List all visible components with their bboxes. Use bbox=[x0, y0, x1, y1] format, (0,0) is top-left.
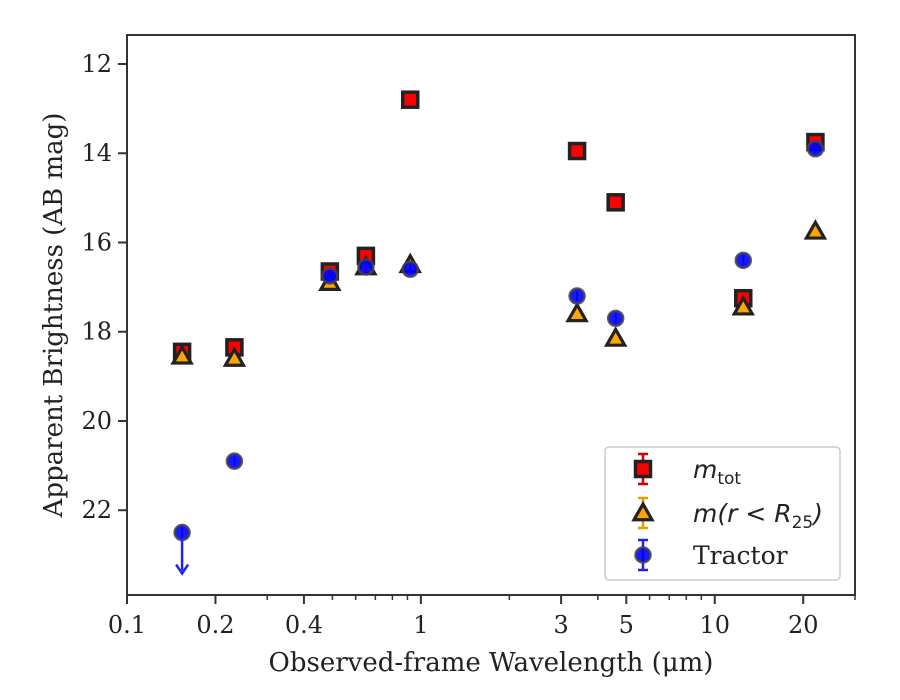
data-point bbox=[222, 346, 247, 367]
data-point bbox=[567, 141, 587, 161]
data-point bbox=[606, 193, 625, 212]
y-tick-label: 12 bbox=[81, 50, 112, 78]
legend-item-m-r25: m(r < R25) bbox=[631, 496, 823, 533]
x-tick-label: 5 bbox=[619, 611, 634, 639]
data-point bbox=[603, 326, 628, 347]
data-point bbox=[173, 523, 191, 542]
upper-limit-arrow-head bbox=[175, 563, 190, 576]
x-axis-label: Observed-frame Wavelength (μm) bbox=[269, 648, 714, 678]
x-tick-label: 20 bbox=[788, 611, 819, 639]
legend-label: m(r < R25) bbox=[693, 499, 823, 533]
legend-marker bbox=[633, 459, 653, 479]
data-point bbox=[401, 260, 419, 279]
data-point bbox=[568, 287, 586, 305]
series-tractor bbox=[173, 140, 825, 576]
legend-marker bbox=[631, 500, 655, 522]
x-tick-label: 3 bbox=[553, 611, 568, 639]
legend-item-tractor: Tractor bbox=[634, 538, 788, 572]
marks-layer bbox=[170, 90, 828, 576]
data-point bbox=[731, 294, 756, 316]
x-tick-label: 0.4 bbox=[285, 611, 323, 639]
plot-frame bbox=[126, 34, 856, 596]
data-point bbox=[565, 301, 589, 323]
legend-item-mtot: mtot bbox=[633, 452, 741, 489]
legend-label: Tractor bbox=[693, 541, 788, 570]
y-tick-label: 20 bbox=[81, 407, 112, 435]
x-tick-label: 0.2 bbox=[196, 611, 234, 639]
data-point bbox=[225, 452, 244, 470]
y-tick-label: 22 bbox=[81, 496, 112, 524]
y-tick-label: 14 bbox=[81, 139, 112, 167]
data-point bbox=[400, 90, 420, 109]
data-point bbox=[803, 219, 828, 240]
x-tick-label: 0.1 bbox=[108, 611, 146, 639]
data-point bbox=[806, 140, 825, 158]
legend-marker bbox=[634, 546, 652, 564]
labels-layer: Observed-frame Wavelength (μm) Apparent … bbox=[39, 50, 819, 678]
y-tick-label: 16 bbox=[81, 228, 112, 256]
legend: mtot m(r < R25) Tractor bbox=[604, 446, 841, 581]
x-tick-label: 10 bbox=[700, 611, 731, 639]
data-point bbox=[734, 251, 753, 270]
data-point bbox=[357, 258, 375, 276]
y-axis-label: Apparent Brightness (AB mag) bbox=[39, 113, 69, 519]
data-point bbox=[170, 344, 194, 365]
data-point bbox=[321, 267, 339, 285]
data-point bbox=[606, 309, 625, 328]
legend-label: mtot bbox=[693, 455, 741, 489]
x-tick-label: 1 bbox=[413, 611, 428, 639]
legend-box bbox=[604, 446, 841, 581]
y-tick-label: 18 bbox=[81, 318, 112, 346]
